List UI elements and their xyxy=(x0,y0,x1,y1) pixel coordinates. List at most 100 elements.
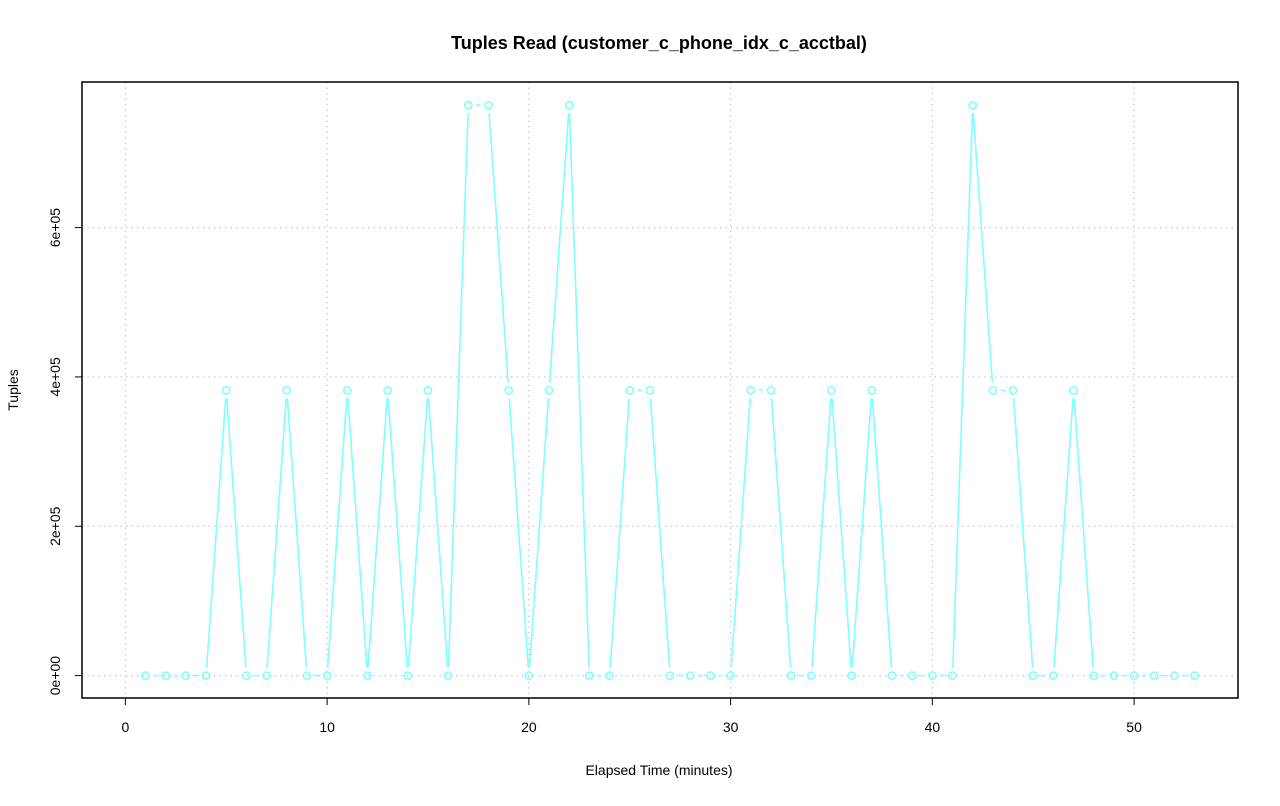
data-point xyxy=(948,671,957,680)
data-point xyxy=(1170,671,1179,680)
series-segment xyxy=(286,398,308,668)
data-point xyxy=(564,100,574,110)
data-point xyxy=(968,100,978,110)
series-segment xyxy=(568,113,590,668)
series-group xyxy=(141,100,1200,680)
series-segment xyxy=(811,398,832,668)
data-point xyxy=(484,100,493,110)
series-segment xyxy=(770,398,792,668)
series-segment xyxy=(407,398,429,668)
data-point xyxy=(584,671,594,680)
series-segment xyxy=(326,398,348,668)
data-point xyxy=(544,385,554,395)
x-axis-label: Elapsed Time (minutes) xyxy=(585,762,732,778)
series-segment xyxy=(649,398,671,668)
data-point xyxy=(665,671,675,680)
data-point xyxy=(645,385,655,395)
data-point xyxy=(887,671,897,680)
y-tick-label: 0e+00 xyxy=(47,656,63,696)
series-segment xyxy=(488,113,509,383)
data-point xyxy=(282,385,292,395)
grid xyxy=(82,82,1238,698)
data-point xyxy=(221,385,231,395)
series-segment xyxy=(548,113,570,383)
data-point xyxy=(161,671,171,680)
data-point xyxy=(302,671,312,680)
series-segment xyxy=(871,398,893,668)
x-tick-label: 50 xyxy=(1126,719,1142,735)
series-segment xyxy=(528,398,550,668)
data-point xyxy=(1089,671,1099,680)
x-tick-label: 0 xyxy=(121,719,129,735)
plot-frame xyxy=(81,81,1239,699)
data-point xyxy=(927,671,937,680)
data-point xyxy=(1049,671,1058,680)
data-point xyxy=(625,385,635,395)
data-point xyxy=(342,385,352,395)
y-axis-label: Tuples xyxy=(5,369,21,411)
data-point xyxy=(746,385,756,395)
data-point xyxy=(463,100,473,110)
series-segment xyxy=(508,398,530,668)
x-axis: 0 10 20 30 40 50 xyxy=(121,698,1142,735)
data-point xyxy=(141,671,150,680)
data-point xyxy=(726,671,736,680)
data-point xyxy=(524,671,534,680)
data-point xyxy=(806,671,816,680)
data-point xyxy=(363,671,372,680)
data-point xyxy=(1109,671,1119,680)
data-point xyxy=(1190,671,1200,680)
data-point xyxy=(1129,671,1139,680)
series-segment xyxy=(972,113,994,383)
series-segment xyxy=(367,398,388,668)
chart-title: Tuples Read (customer_c_phone_idx_c_acct… xyxy=(451,33,867,53)
data-point xyxy=(443,671,453,680)
data-point xyxy=(706,671,715,680)
x-tick-label: 20 xyxy=(521,719,537,735)
data-point xyxy=(242,671,251,680)
y-tick-label: 2e+05 xyxy=(47,506,63,546)
y-tick-label: 4e+05 xyxy=(47,357,63,397)
data-point xyxy=(1149,671,1159,680)
x-tick-label: 30 xyxy=(723,719,739,735)
series-segment xyxy=(226,398,247,668)
data-point xyxy=(867,385,877,395)
series-segment xyxy=(1073,398,1094,668)
y-axis: 0e+00 2e+05 4e+05 6e+05 xyxy=(47,208,82,696)
data-point xyxy=(504,385,514,395)
y-tick-label: 6e+05 xyxy=(47,208,63,248)
x-tick-label: 40 xyxy=(925,719,941,735)
data-point xyxy=(766,385,776,395)
series-segment xyxy=(387,398,409,668)
data-point xyxy=(605,671,614,680)
series-segment xyxy=(952,113,974,668)
series-segment xyxy=(427,398,449,668)
series-segment xyxy=(266,398,288,668)
data-point xyxy=(1069,385,1078,395)
data-point xyxy=(847,671,857,680)
data-point xyxy=(383,385,393,395)
series-segment xyxy=(205,398,227,668)
data-point xyxy=(181,671,191,680)
data-point xyxy=(423,385,433,395)
data-point xyxy=(988,385,998,395)
data-point xyxy=(827,385,836,395)
data-point xyxy=(201,671,211,680)
x-tick-label: 10 xyxy=(319,719,335,735)
data-point xyxy=(907,671,917,680)
data-point xyxy=(322,671,332,680)
data-point xyxy=(262,671,271,680)
series-segment xyxy=(851,398,873,668)
data-point xyxy=(1028,671,1038,680)
series-segment xyxy=(447,113,469,668)
data-point xyxy=(786,671,796,680)
series-segment xyxy=(730,398,752,668)
series-segment xyxy=(609,398,630,668)
series-segment xyxy=(1053,398,1074,668)
data-point xyxy=(1008,385,1018,395)
data-point xyxy=(403,671,413,680)
data-point xyxy=(685,671,695,680)
series-segment xyxy=(1012,398,1034,668)
